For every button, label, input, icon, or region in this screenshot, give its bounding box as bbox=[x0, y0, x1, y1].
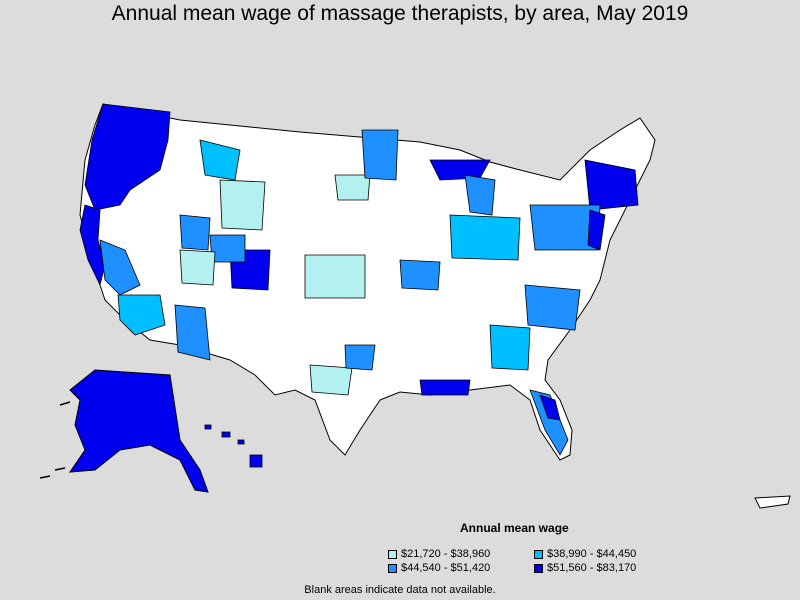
region-california-coast bbox=[79, 204, 106, 287]
region-new-jersey bbox=[587, 209, 606, 251]
region-pacific-northwest bbox=[84, 103, 171, 211]
legend-swatch-3 bbox=[388, 563, 397, 573]
region-colorado-west bbox=[209, 234, 246, 263]
region-california-central bbox=[99, 239, 141, 296]
legend-label-4: $51,560 - $83,170 bbox=[547, 562, 637, 574]
legend-swatch-2 bbox=[534, 549, 543, 559]
region-minnesota bbox=[361, 129, 399, 181]
region-gulf-coast bbox=[419, 379, 471, 396]
legend-label-2: $38,990 - $44,450 bbox=[547, 548, 637, 560]
region-florida-east bbox=[539, 394, 561, 421]
region-montana bbox=[199, 139, 241, 181]
region-mid-atlantic bbox=[529, 204, 601, 251]
region-north-dakota bbox=[334, 174, 371, 201]
hawaii-islands bbox=[204, 424, 263, 468]
region-indiana bbox=[399, 259, 441, 291]
legend-title: Annual mean wage bbox=[460, 521, 569, 535]
region-utah-south bbox=[179, 249, 216, 286]
region-kansas bbox=[304, 254, 366, 299]
puerto-rico-shape bbox=[754, 495, 791, 509]
region-georgia bbox=[489, 324, 531, 371]
region-texas-central bbox=[344, 344, 376, 371]
alaska-aleutian-chain bbox=[39, 401, 71, 479]
legend-label-1: $21,720 - $38,960 bbox=[401, 548, 491, 560]
region-southern-california bbox=[117, 294, 166, 336]
region-ohio-valley bbox=[449, 214, 521, 261]
legend-swatch-4 bbox=[534, 563, 543, 573]
legend-swatch-1 bbox=[388, 549, 397, 559]
region-michigan-upper bbox=[429, 159, 491, 181]
legend-item-3: $44,540 - $51,420 bbox=[388, 562, 490, 574]
region-michigan-lower bbox=[464, 174, 496, 216]
region-wyoming bbox=[219, 179, 266, 231]
region-utah bbox=[179, 214, 211, 251]
legend-label-3: $44,540 - $51,420 bbox=[401, 562, 491, 574]
region-arizona bbox=[174, 304, 211, 361]
legend-item-4: $51,560 - $83,170 bbox=[534, 562, 636, 574]
region-new-england bbox=[584, 159, 639, 211]
map-title: Annual mean wage of massage therapists, … bbox=[111, 2, 689, 25]
region-texas-north bbox=[309, 364, 353, 396]
footnote: Blank areas indicate data not available. bbox=[304, 584, 496, 596]
region-carolinas bbox=[524, 284, 581, 331]
alaska-shape bbox=[68, 369, 209, 493]
legend-item-2: $38,990 - $44,450 bbox=[534, 548, 636, 560]
legend-item-1: $21,720 - $38,960 bbox=[388, 548, 490, 560]
region-florida bbox=[529, 389, 569, 456]
